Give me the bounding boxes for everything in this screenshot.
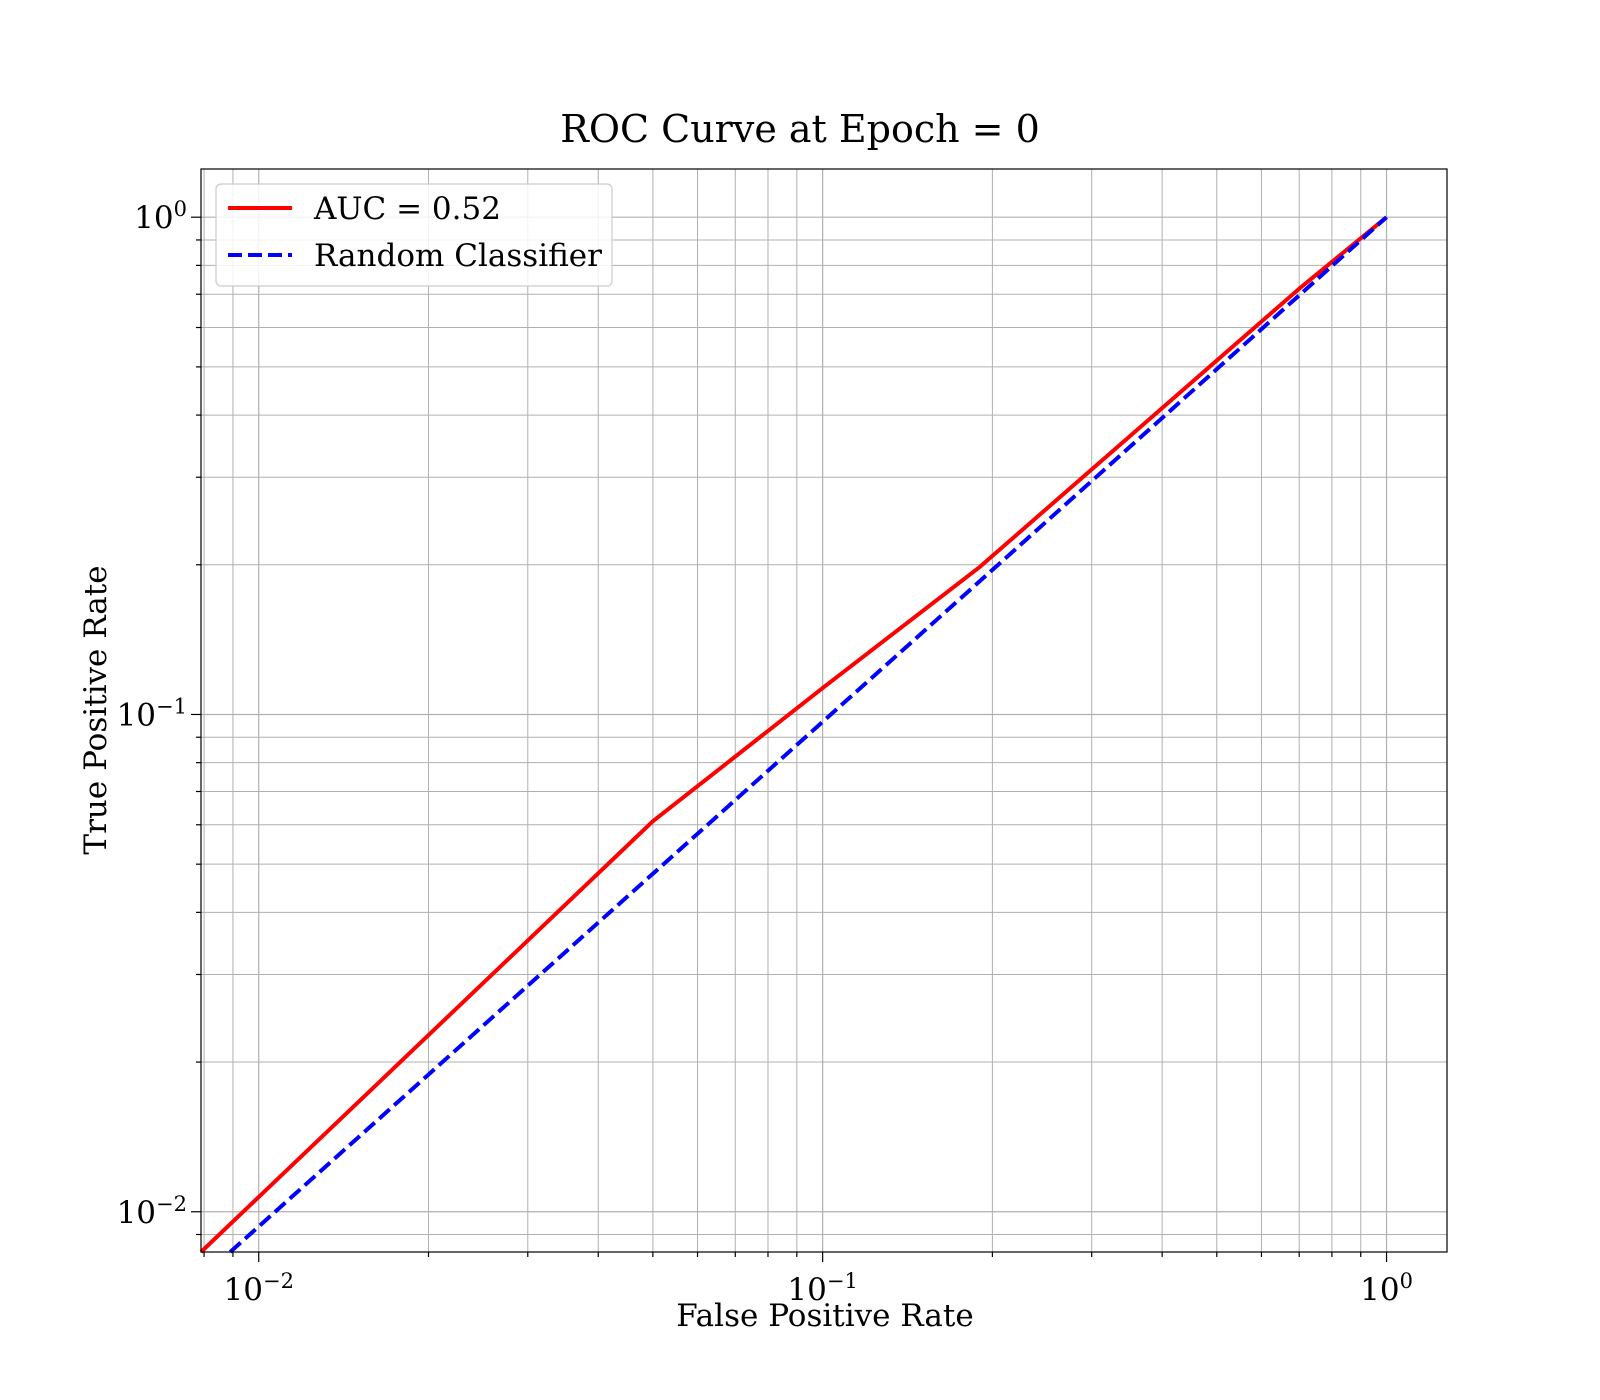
ticks: 10−2 10−1 100 10−2 10−1 100: [117, 197, 1413, 1308]
y-tick-label: 10−2: [117, 1192, 187, 1231]
chart-title: ROC Curve at Epoch = 0: [560, 107, 1040, 151]
random-classifier-line: [228, 215, 1388, 1254]
x-axis-label: False Positive Rate: [676, 1298, 973, 1334]
legend-box: [215, 183, 613, 287]
y-tick-label: 100: [134, 197, 187, 236]
plot-frame: [200, 168, 1448, 1253]
y-axis-label: True Positive Rate: [78, 565, 114, 854]
legend-label-random: Random Classifier: [314, 238, 602, 274]
legend: AUC = 0.52 Random Classifier: [215, 183, 613, 287]
x-tick-label: 100: [1360, 1269, 1413, 1308]
y-tick-label: 10−1: [117, 694, 187, 733]
roc-curve-line: [199, 215, 1388, 1254]
x-tick-label: 10−2: [224, 1269, 294, 1308]
legend-label-auc: AUC = 0.52: [313, 191, 501, 227]
series-layer: [199, 215, 1388, 1254]
x-tick-label: 10−1: [787, 1269, 857, 1308]
plot-area: 10−2 10−1 100 10−2 10−1 100: [117, 168, 1448, 1308]
